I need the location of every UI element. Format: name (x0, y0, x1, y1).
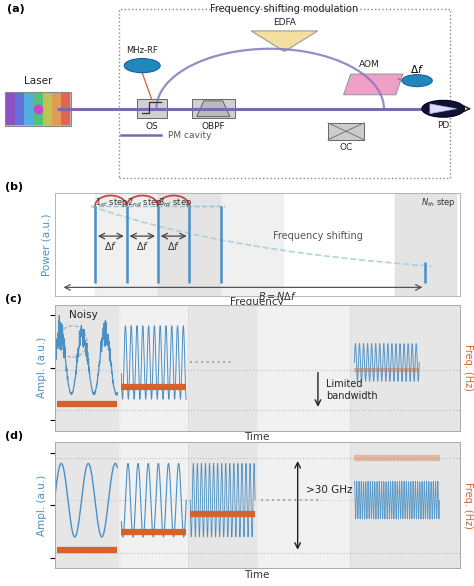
Text: $\Delta f$: $\Delta f$ (104, 240, 118, 253)
Bar (188, 305, 257, 431)
Text: $N_{th}$ step: $N_{th}$ step (421, 196, 456, 209)
Text: $B = N\Delta f$: $B = N\Delta f$ (258, 290, 297, 302)
Bar (119, 305, 188, 431)
Text: $\Delta f$: $\Delta f$ (410, 63, 424, 76)
Polygon shape (197, 101, 230, 117)
Text: Noisy: Noisy (69, 310, 97, 320)
Text: (a): (a) (7, 4, 25, 13)
Polygon shape (430, 104, 456, 114)
Text: MHz-RF: MHz-RF (127, 46, 158, 55)
Text: OBPF: OBPF (201, 122, 225, 131)
X-axis label: Time: Time (245, 432, 270, 442)
Y-axis label: Freq. (Hz): Freq. (Hz) (463, 482, 473, 529)
Text: >30 GHz: >30 GHz (306, 485, 352, 495)
Text: $3_{rd}$ step: $3_{rd}$ step (158, 196, 192, 209)
Bar (395, 193, 456, 296)
Y-axis label: Power (a.u.): Power (a.u.) (42, 213, 52, 276)
FancyBboxPatch shape (328, 123, 364, 139)
Text: $\Delta f$: $\Delta f$ (136, 240, 149, 253)
Bar (350, 305, 460, 431)
Polygon shape (251, 31, 318, 52)
Text: AOM: AOM (359, 60, 380, 69)
Bar (221, 193, 283, 296)
X-axis label: Time: Time (245, 570, 270, 580)
Text: PD: PD (437, 121, 449, 130)
Text: $2_{nd}$ step: $2_{nd}$ step (127, 196, 162, 209)
Text: ~: ~ (137, 59, 147, 72)
Bar (257, 442, 350, 568)
Circle shape (402, 74, 432, 87)
Bar (188, 442, 257, 568)
Polygon shape (344, 74, 403, 95)
Bar (350, 442, 460, 568)
Text: Limited
bandwidth: Limited bandwidth (326, 379, 378, 401)
Bar (55, 442, 119, 568)
Bar (158, 193, 221, 296)
FancyBboxPatch shape (137, 100, 167, 118)
Text: (c): (c) (5, 294, 22, 304)
Polygon shape (5, 92, 71, 125)
Text: Frequency shifting: Frequency shifting (273, 231, 363, 241)
Text: ~: ~ (412, 76, 422, 86)
Circle shape (124, 59, 160, 73)
Text: $\Delta f$: $\Delta f$ (167, 240, 180, 253)
Bar (257, 305, 350, 431)
Text: EDFA: EDFA (273, 18, 296, 27)
Y-axis label: Ampl. (a.u.): Ampl. (a.u.) (37, 337, 47, 398)
Y-axis label: Ampl. (a.u.): Ampl. (a.u.) (37, 475, 47, 536)
X-axis label: Frequency: Frequency (230, 297, 284, 307)
Text: Laser: Laser (24, 76, 52, 86)
Bar (119, 442, 188, 568)
Text: OC: OC (339, 144, 353, 152)
Bar (55, 305, 119, 431)
Bar (95, 193, 158, 296)
Text: PM cavity: PM cavity (168, 131, 212, 139)
Text: (d): (d) (5, 431, 23, 441)
Y-axis label: Freq. (Hz): Freq. (Hz) (463, 345, 473, 391)
Text: Frequency shifting modulation: Frequency shifting modulation (210, 4, 358, 13)
Text: OS: OS (146, 122, 158, 131)
Text: $1_{st}$ step: $1_{st}$ step (95, 196, 128, 209)
FancyBboxPatch shape (192, 100, 235, 118)
Text: (b): (b) (5, 182, 23, 192)
Circle shape (422, 100, 465, 117)
